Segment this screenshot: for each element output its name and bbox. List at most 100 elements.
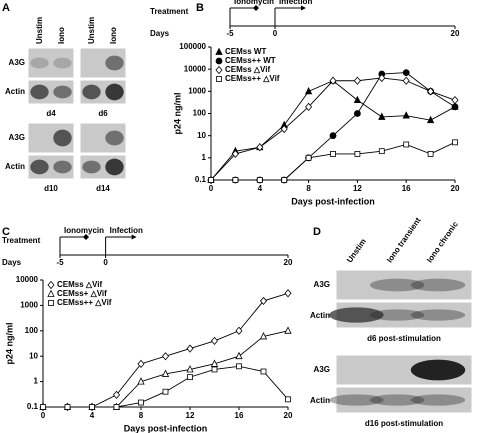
legend-marker bbox=[215, 47, 223, 55]
timeline-day: 20 bbox=[451, 29, 460, 38]
data-point bbox=[256, 177, 263, 183]
x-axis-label: Days post-infection bbox=[124, 423, 208, 433]
x-axis-label: Days post-infection bbox=[291, 196, 375, 206]
column-label: Iono bbox=[109, 27, 118, 44]
row-label: Actin bbox=[310, 311, 330, 320]
y-axis-label: p24 ng/ml bbox=[4, 322, 14, 364]
x-tick-label: 0 bbox=[41, 411, 46, 420]
blot bbox=[335, 386, 473, 414]
panel-label: D bbox=[313, 226, 321, 238]
blot-band bbox=[410, 394, 466, 406]
column-label: Unstim bbox=[345, 237, 368, 264]
blot-band bbox=[53, 85, 72, 99]
x-tick-label: 16 bbox=[235, 411, 244, 420]
blot-band bbox=[30, 84, 49, 100]
x-tick-label: 20 bbox=[451, 184, 460, 193]
data-point bbox=[329, 132, 337, 140]
panel-label: C bbox=[2, 226, 10, 238]
data-point bbox=[329, 76, 337, 85]
y-tick-label: 1 bbox=[202, 153, 207, 162]
data-point bbox=[402, 111, 410, 119]
data-point bbox=[330, 151, 336, 157]
legend-label: CEMss++ △Vif bbox=[225, 74, 280, 83]
timeline-label: Treatment bbox=[2, 236, 41, 245]
data-point bbox=[231, 149, 239, 159]
x-tick-label: 8 bbox=[139, 411, 144, 420]
blot-band bbox=[370, 394, 425, 406]
data-point bbox=[187, 374, 193, 381]
legend-marker bbox=[48, 300, 54, 306]
timeline-day: 0 bbox=[103, 258, 108, 267]
event-marker bbox=[83, 234, 89, 240]
blot-band bbox=[105, 83, 124, 101]
column-label: Unstim bbox=[87, 17, 96, 44]
event-marker bbox=[253, 5, 259, 11]
column-label: Iono chronic bbox=[425, 219, 460, 264]
data-point bbox=[353, 110, 361, 117]
y-tick-label: 1000 bbox=[20, 301, 38, 310]
data-point bbox=[451, 96, 459, 105]
legend-marker bbox=[216, 76, 222, 82]
data-point bbox=[304, 86, 313, 95]
series-line bbox=[211, 72, 456, 181]
legend-marker bbox=[47, 289, 55, 297]
blot-day: d4 bbox=[46, 109, 56, 118]
event-label: Infection bbox=[279, 0, 312, 6]
x-tick-label: 12 bbox=[353, 184, 362, 193]
data-point bbox=[208, 177, 214, 183]
blot bbox=[335, 269, 473, 301]
blot-band bbox=[105, 55, 124, 71]
data-point bbox=[353, 95, 362, 104]
data-point bbox=[451, 103, 459, 111]
data-point bbox=[137, 359, 145, 368]
caption: d16 post-stimulation bbox=[365, 419, 443, 428]
row-label: Actin bbox=[5, 87, 25, 96]
data-point bbox=[426, 115, 435, 124]
y-tick-label: 100 bbox=[25, 326, 39, 335]
data-point bbox=[427, 87, 435, 96]
event-marker bbox=[301, 5, 306, 11]
data-point bbox=[305, 102, 313, 111]
data-point bbox=[260, 368, 267, 375]
blot bbox=[335, 301, 473, 329]
panel-label: A bbox=[2, 2, 10, 14]
blot-band bbox=[410, 278, 466, 292]
column-label: Iono transient bbox=[385, 216, 423, 265]
timeline-label: Treatment bbox=[150, 7, 189, 16]
blot-band bbox=[53, 57, 72, 69]
timeline-days-label: Days bbox=[2, 258, 22, 267]
legend-label: CEMss+ △Vif bbox=[57, 289, 107, 298]
data-point bbox=[353, 76, 361, 85]
data-point bbox=[137, 377, 145, 385]
x-tick-label: 0 bbox=[209, 184, 214, 193]
blot-band bbox=[329, 307, 384, 323]
column-label: Iono bbox=[57, 27, 66, 44]
event-label: Infection bbox=[110, 226, 143, 235]
blot-band bbox=[53, 129, 72, 147]
data-point bbox=[354, 151, 361, 157]
data-point bbox=[305, 154, 312, 161]
legend-label: CEMss △Vif bbox=[57, 280, 102, 289]
data-point bbox=[235, 351, 243, 360]
event-label: Ionomycin bbox=[234, 0, 274, 6]
panel-label: B bbox=[196, 2, 204, 14]
x-tick-label: 8 bbox=[306, 184, 311, 193]
x-tick-label: 4 bbox=[258, 184, 263, 193]
legend-label: CEMss++ △Vif bbox=[57, 298, 112, 307]
data-point bbox=[161, 369, 170, 377]
data-point bbox=[280, 124, 288, 134]
data-point bbox=[138, 399, 144, 406]
data-point bbox=[284, 289, 292, 298]
series-line bbox=[211, 141, 456, 181]
timeline-day: -5 bbox=[56, 258, 64, 267]
legend-label: CEMss △Vif bbox=[225, 65, 270, 74]
blot-day: d14 bbox=[96, 184, 110, 193]
legend-marker bbox=[47, 280, 55, 290]
blot-band bbox=[30, 159, 49, 175]
data-point bbox=[285, 396, 291, 403]
y-tick-label: 0.1 bbox=[27, 402, 39, 411]
y-tick-label: 10000 bbox=[16, 275, 39, 284]
timeline-day: 20 bbox=[284, 258, 293, 267]
blot bbox=[27, 47, 75, 79]
y-tick-label: 100 bbox=[193, 109, 207, 118]
